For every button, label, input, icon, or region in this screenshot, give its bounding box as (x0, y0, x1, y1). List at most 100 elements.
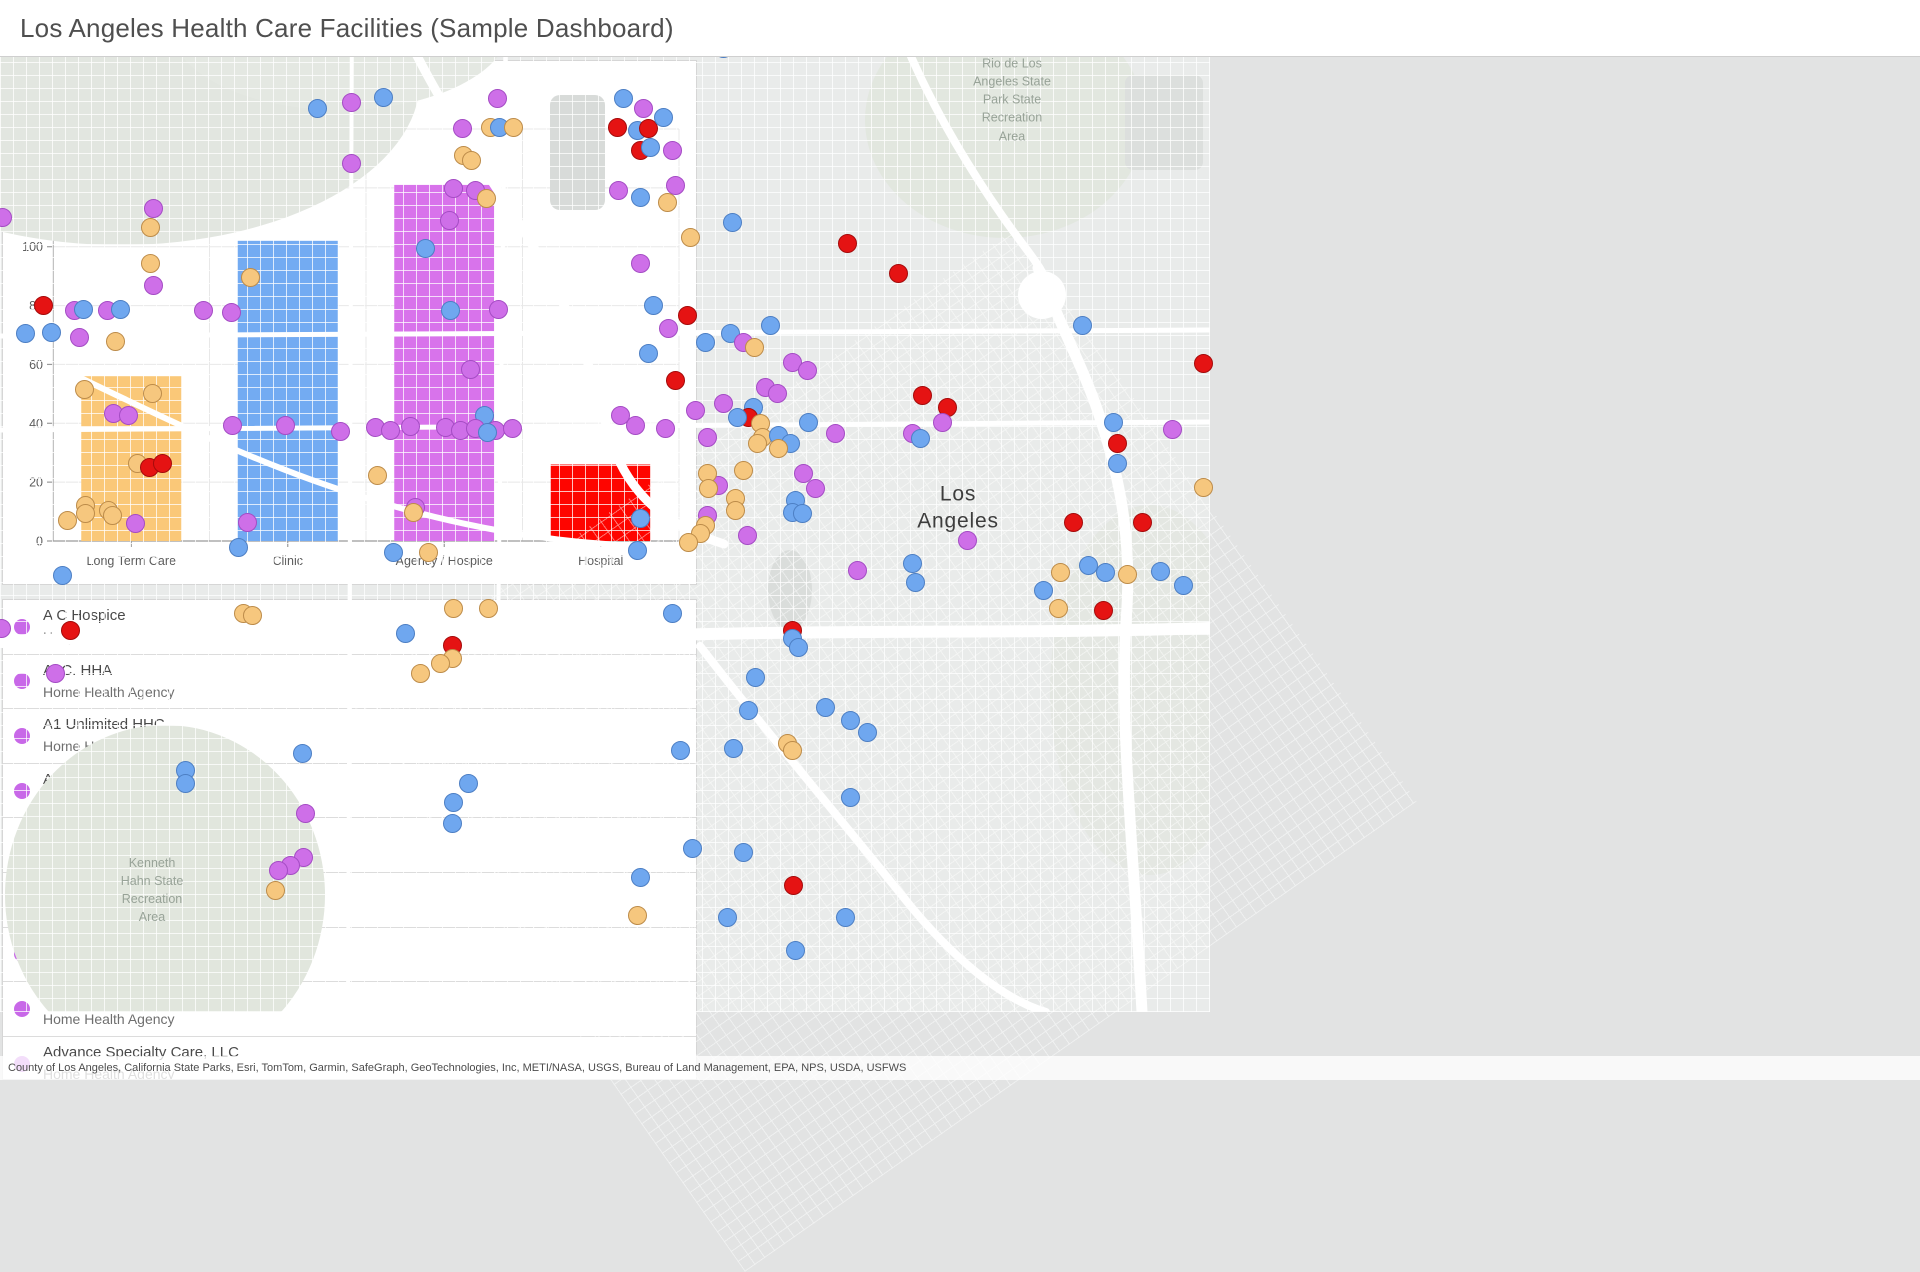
map-point-hospital[interactable] (607, 117, 627, 137)
map-point-agency-hospice[interactable] (685, 400, 705, 420)
map-point-agency-hospice[interactable] (737, 525, 757, 545)
map-point-hospital[interactable] (1132, 512, 1152, 532)
map-point-long-term-care[interactable] (461, 150, 481, 170)
map-point-agency-hospice[interactable] (400, 416, 420, 436)
map-point-agency-hospice[interactable] (0, 207, 12, 227)
map-point-long-term-care[interactable] (75, 503, 95, 523)
map-point-clinic[interactable] (73, 299, 93, 319)
map-point-agency-hospice[interactable] (69, 327, 89, 347)
map-point-agency-hospice[interactable] (221, 302, 241, 322)
map-point-agency-hospice[interactable] (713, 393, 733, 413)
map-point-clinic[interactable] (733, 842, 753, 862)
map-point-agency-hospice[interactable] (1162, 419, 1182, 439)
map-point-long-term-care[interactable] (698, 478, 718, 498)
map-point-long-term-care[interactable] (678, 532, 698, 552)
map-point-long-term-care[interactable] (768, 438, 788, 458)
map-point-long-term-care[interactable] (680, 227, 700, 247)
map-point-clinic[interactable] (760, 315, 780, 335)
map-point-clinic[interactable] (630, 508, 650, 528)
map-point-agency-hospice[interactable] (330, 421, 350, 441)
map-point-agency-hospice[interactable] (625, 415, 645, 435)
map-point-agency-hospice[interactable] (797, 360, 817, 380)
map-point-clinic[interactable] (15, 323, 35, 343)
map-point-agency-hospice[interactable] (341, 92, 361, 112)
map-point-agency-hospice[interactable] (380, 420, 400, 440)
map-point-clinic[interactable] (840, 787, 860, 807)
map-point-clinic[interactable] (292, 743, 312, 763)
map-point-long-term-care[interactable] (443, 598, 463, 618)
map-point-clinic[interactable] (792, 503, 812, 523)
map-point-long-term-care[interactable] (657, 192, 677, 212)
map-point-hospital[interactable] (1093, 600, 1113, 620)
map-point-clinic[interactable] (1173, 575, 1193, 595)
map-point-long-term-care[interactable] (782, 740, 802, 760)
map-point-clinic[interactable] (41, 322, 61, 342)
map-point-clinic[interactable] (738, 700, 758, 720)
map-point-agency-hospice[interactable] (143, 198, 163, 218)
map-point-clinic[interactable] (1072, 315, 1092, 335)
map-point-clinic[interactable] (910, 428, 930, 448)
map-point-agency-hospice[interactable] (443, 178, 463, 198)
map-point-clinic[interactable] (1107, 453, 1127, 473)
map-point-agency-hospice[interactable] (630, 253, 650, 273)
map-point-clinic[interactable] (857, 722, 877, 742)
map-point-long-term-care[interactable] (1048, 598, 1068, 618)
map-point-agency-hospice[interactable] (118, 405, 138, 425)
map-point-clinic[interactable] (175, 773, 195, 793)
map-point-clinic[interactable] (682, 838, 702, 858)
map-point-agency-hospice[interactable] (439, 210, 459, 230)
map-point-clinic[interactable] (815, 697, 835, 717)
map-point-agency-hospice[interactable] (487, 88, 507, 108)
map-point-clinic[interactable] (840, 710, 860, 730)
map-point-long-term-care[interactable] (747, 433, 767, 453)
map-point-clinic[interactable] (613, 88, 633, 108)
map-point-hospital[interactable] (152, 453, 172, 473)
map-point-long-term-care[interactable] (242, 605, 262, 625)
map-point-long-term-care[interactable] (1117, 564, 1137, 584)
map-point-clinic[interactable] (443, 792, 463, 812)
map-point-clinic[interactable] (630, 867, 650, 887)
map-point-clinic[interactable] (1150, 561, 1170, 581)
map-point-long-term-care[interactable] (142, 383, 162, 403)
map-point-hospital[interactable] (837, 233, 857, 253)
map-point-clinic[interactable] (477, 422, 497, 442)
map-point-long-term-care[interactable] (367, 465, 387, 485)
map-point-agency-hospice[interactable] (460, 359, 480, 379)
map-point-clinic[interactable] (110, 299, 130, 319)
map-point-agency-hospice[interactable] (662, 140, 682, 160)
map-point-long-term-care[interactable] (57, 510, 77, 530)
map-point-clinic[interactable] (670, 740, 690, 760)
map-point-long-term-care[interactable] (430, 653, 450, 673)
map-point-clinic[interactable] (638, 343, 658, 363)
map-point-long-term-care[interactable] (503, 117, 523, 137)
map-point-clinic[interactable] (415, 238, 435, 258)
map-point-long-term-care[interactable] (627, 905, 647, 925)
map-point-agency-hospice[interactable] (655, 418, 675, 438)
map-point-agency-hospice[interactable] (222, 415, 242, 435)
map-point-clinic[interactable] (307, 98, 327, 118)
map-point-clinic[interactable] (440, 300, 460, 320)
map-point-clinic[interactable] (383, 542, 403, 562)
map-point-hospital[interactable] (1107, 433, 1127, 453)
map-point-clinic[interactable] (1078, 555, 1098, 575)
map-point-clinic[interactable] (835, 907, 855, 927)
map-point-long-term-care[interactable] (1050, 562, 1070, 582)
map-point-clinic[interactable] (902, 553, 922, 573)
map-point-hospital[interactable] (912, 385, 932, 405)
map-point-clinic[interactable] (727, 407, 747, 427)
map-point-agency-hospice[interactable] (805, 478, 825, 498)
map-point-clinic[interactable] (662, 603, 682, 623)
map-point-clinic[interactable] (442, 813, 462, 833)
map-point-agency-hospice[interactable] (633, 98, 653, 118)
map-point-agency-hospice[interactable] (957, 530, 977, 550)
map-point-long-term-care[interactable] (733, 460, 753, 480)
map-point-hospital[interactable] (888, 263, 908, 283)
map-point-clinic[interactable] (717, 907, 737, 927)
map-point-hospital[interactable] (33, 295, 53, 315)
map-point-agency-hospice[interactable] (193, 300, 213, 320)
map-point-long-term-care[interactable] (725, 500, 745, 520)
map-point-long-term-care[interactable] (140, 217, 160, 237)
map-point-hospital[interactable] (665, 370, 685, 390)
map-point-agency-hospice[interactable] (932, 412, 952, 432)
